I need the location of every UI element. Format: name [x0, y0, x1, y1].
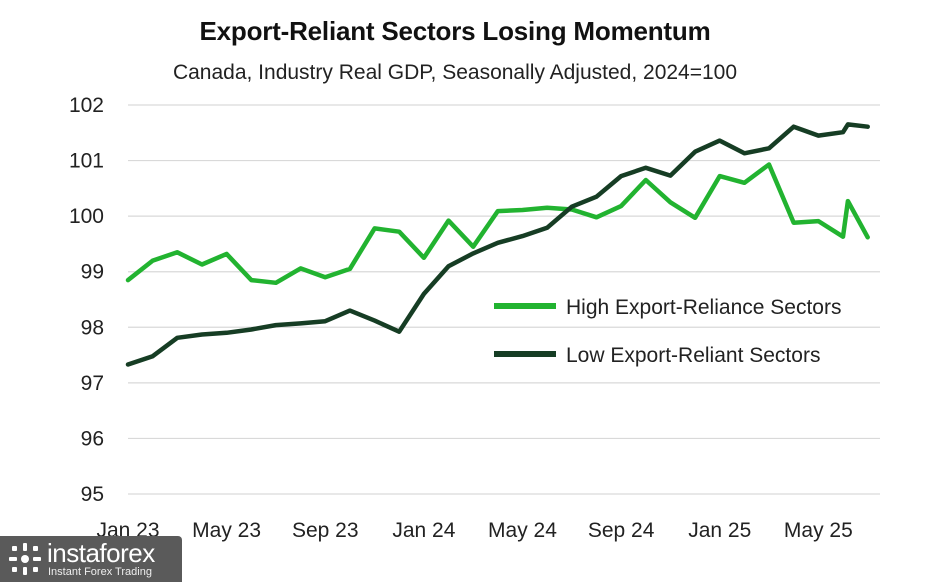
instaforex-logo-icon — [9, 543, 41, 575]
legend-label-high-export: High Export-Reliance Sectors — [566, 296, 841, 319]
chart-title: Export-Reliant Sectors Losing Momentum — [199, 16, 711, 46]
x-tick-label: May 25 — [784, 519, 853, 542]
x-tick-label: May 24 — [488, 519, 557, 542]
x-tick-label: Jan 24 — [392, 519, 455, 542]
x-tick-label: May 23 — [192, 519, 261, 542]
series-line-high-export — [125, 162, 870, 286]
series-lines — [125, 122, 870, 367]
watermark-brand: instaforex — [47, 538, 155, 568]
gridlines — [128, 104, 880, 495]
series-line-low-export — [125, 122, 870, 367]
y-tick-label: 97 — [81, 372, 104, 395]
y-tick-label: 99 — [81, 261, 104, 284]
x-tick-label: Sep 24 — [588, 519, 655, 542]
legend: High Export-Reliance Sectors Low Export-… — [494, 296, 841, 367]
legend-label-low-export: Low Export-Reliant Sectors — [566, 344, 820, 367]
y-tick-label: 102 — [69, 94, 104, 117]
x-axis-ticks: Jan 23 May 23 Sep 23 Jan 24 May 24 Sep 24 Jan … — [96, 519, 852, 542]
y-tick-label: 98 — [81, 316, 104, 339]
chart-subtitle: Canada, Industry Real GDP, Seasonally Ad… — [172, 61, 738, 84]
y-tick-label: 96 — [81, 427, 104, 450]
y-tick-label: 95 — [81, 483, 104, 506]
x-tick-label: Sep 23 — [292, 519, 359, 542]
y-axis-ticks: 95 96 97 98 99 100 101 102 — [69, 94, 104, 506]
watermark-tagline: Instant Forex Trading — [48, 566, 152, 578]
watermark-badge: instaforex Instant Forex Trading — [0, 536, 182, 582]
y-tick-label: 101 — [69, 150, 104, 173]
y-tick-label: 100 — [69, 205, 104, 228]
x-tick-label: Jan 25 — [688, 519, 751, 542]
